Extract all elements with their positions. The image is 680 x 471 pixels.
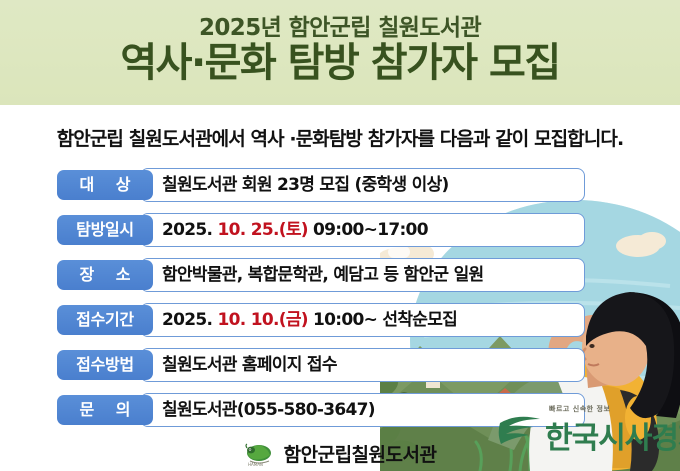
info-label-date: 탐방일시 bbox=[57, 215, 153, 245]
info-label-contact: 문 의 bbox=[57, 395, 153, 425]
info-row: 장 소 함안박물관, 복합문학관, 예담고 등 함안군 일원 bbox=[0, 256, 680, 301]
svg-text:HAMAN: HAMAN bbox=[248, 462, 263, 467]
info-value-method: 칠원도서관 홈페이지 접수 bbox=[162, 355, 337, 375]
period-prefix: 2025. bbox=[162, 310, 218, 330]
info-row: 접수기간 2025. 10. 10.(금) 10:00~ 선착순모집 bbox=[0, 301, 680, 346]
value-box bbox=[140, 168, 585, 202]
info-value-target: 칠원도서관 회원 23명 모집 (중학생 이상) bbox=[162, 175, 449, 195]
period-suffix: 10:00~ 선착순모집 bbox=[307, 310, 458, 330]
footer: HAMAN 함안군립칠원도서관 bbox=[0, 440, 680, 467]
info-row: 탐방일시 2025. 10. 25.(토) 09:00~17:00 bbox=[0, 211, 680, 256]
watermark: 빠르고 신속한 정보 한국시사경제 bbox=[497, 404, 680, 456]
value-box bbox=[140, 303, 585, 337]
watermark-tagline: 빠르고 신속한 정보 bbox=[549, 405, 611, 413]
wave-swoosh-icon bbox=[497, 414, 543, 448]
value-box bbox=[140, 213, 585, 247]
date-prefix: 2025. bbox=[162, 220, 218, 240]
info-table: 대 상 칠원도서관 회원 23명 모집 (중학생 이상) 탐방일시 2025. … bbox=[0, 166, 680, 436]
period-highlight: 10. 10.(금) bbox=[217, 310, 309, 330]
info-value-period: 2025. 10. 10.(금) 10:00~ 선착순모집 bbox=[162, 303, 458, 337]
header-banner: 2025년 함안군립 칠원도서관 역사·문화 탐방 참가자 모집 bbox=[0, 0, 680, 105]
info-value-contact: 칠원도서관(055-580-3647) bbox=[162, 400, 376, 420]
info-row: 문 의 칠원도서관(055-580-3647) bbox=[0, 391, 680, 436]
intro-sentence: 함안군립 칠원도서관에서 역사 ·문화탐방 참가자를 다음과 같이 모집합니다. bbox=[56, 128, 625, 150]
info-label-target: 대 상 bbox=[57, 170, 153, 200]
banner-subtitle: 2025년 함안군립 칠원도서관 bbox=[198, 15, 482, 41]
info-row: 접수방법 칠원도서관 홈페이지 접수 bbox=[0, 346, 680, 391]
date-highlight: 10. 25.(토) bbox=[217, 220, 309, 240]
info-label-period: 접수기간 bbox=[57, 305, 153, 335]
value-box bbox=[140, 258, 585, 292]
watermark-name: 한국시사경제 bbox=[545, 421, 680, 456]
date-suffix: 09:00~17:00 bbox=[307, 220, 428, 240]
value-box bbox=[140, 348, 585, 382]
banner-title: 역사·문화 탐방 참가자 모집 bbox=[120, 40, 561, 86]
leaf-mascot-icon: HAMAN bbox=[244, 441, 274, 467]
info-label-place: 장 소 bbox=[57, 260, 153, 290]
info-value-date: 2025. 10. 25.(토) 09:00~17:00 bbox=[162, 213, 429, 247]
info-value-place: 함안박물관, 복합문학관, 예담고 등 함안군 일원 bbox=[162, 265, 484, 285]
footer-organization: 함안군립칠원도서관 bbox=[283, 444, 437, 466]
info-row: 대 상 칠원도서관 회원 23명 모집 (중학생 이상) bbox=[0, 166, 680, 211]
info-label-method: 접수방법 bbox=[57, 350, 153, 380]
